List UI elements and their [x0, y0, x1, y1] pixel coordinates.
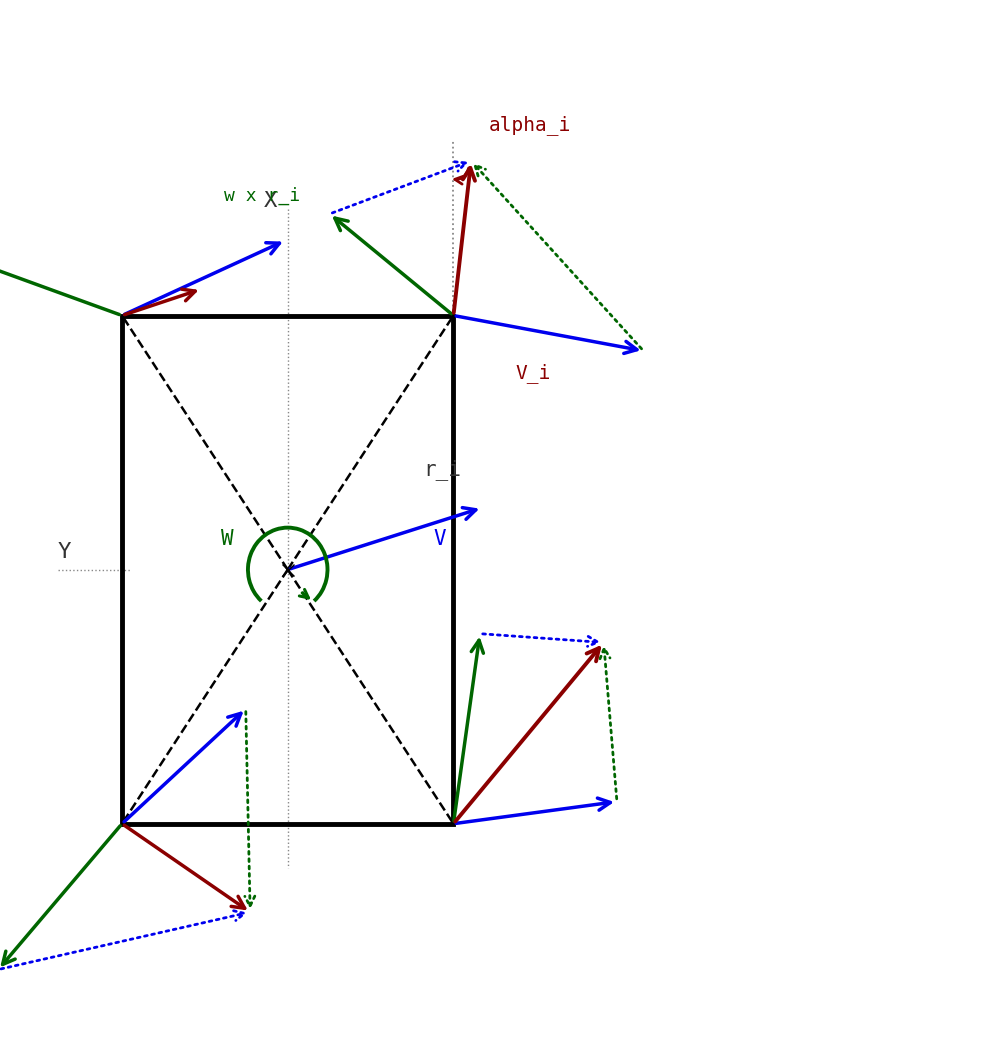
Text: W: W [221, 528, 234, 549]
Text: X: X [263, 191, 277, 210]
Text: w x r_i: w x r_i [224, 188, 300, 205]
Text: V_i: V_i [516, 363, 551, 382]
Text: r_i: r_i [423, 458, 462, 479]
Text: Y: Y [58, 542, 72, 562]
Text: V: V [434, 528, 446, 549]
Text: alpha_i: alpha_i [489, 116, 572, 135]
Bar [122, 316, 454, 824]
